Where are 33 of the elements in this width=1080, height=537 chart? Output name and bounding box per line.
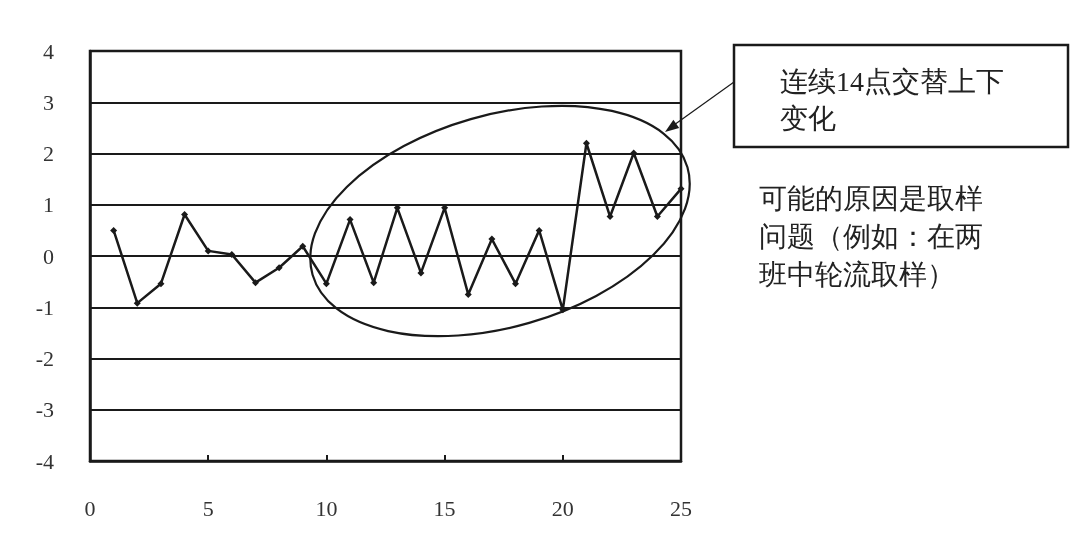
point: [322, 280, 330, 288]
y-tick-label: 2: [43, 141, 54, 166]
point: [677, 185, 685, 193]
point: [275, 264, 283, 272]
x-tick-label: 15: [433, 495, 456, 521]
y-tick-label: 0: [43, 243, 54, 269]
x-tick-label: 5: [202, 495, 214, 521]
point: [204, 247, 212, 255]
y-tick-label: 1: [43, 192, 54, 218]
x-tick-label: 0: [84, 495, 96, 521]
y-tick-label: -3: [35, 397, 54, 423]
point: [157, 280, 165, 288]
point: [512, 280, 520, 288]
x-tick-label: 25: [670, 495, 692, 521]
y-tick-label: 4: [43, 38, 54, 64]
point: [606, 213, 614, 221]
point: [181, 210, 189, 218]
point: [110, 226, 118, 234]
point: [299, 242, 307, 250]
y-tick-label: -1: [35, 294, 54, 320]
x-tick-label: 10: [315, 495, 338, 521]
y-tick-label: 3: [43, 89, 54, 115]
point: [251, 279, 259, 287]
text: 可能的原因是取样问题（例如：在两班中轮流取样）: [759, 182, 983, 290]
point: [488, 235, 496, 243]
x-tick-label: 20: [551, 495, 574, 521]
y-tick-label: -2: [35, 346, 54, 371]
point: [582, 139, 590, 147]
point: [133, 299, 141, 307]
point: [653, 213, 661, 221]
point: [370, 279, 378, 287]
text: 连续14点交替上下变化: [780, 66, 1004, 134]
y-tick-label: -4: [35, 448, 54, 474]
